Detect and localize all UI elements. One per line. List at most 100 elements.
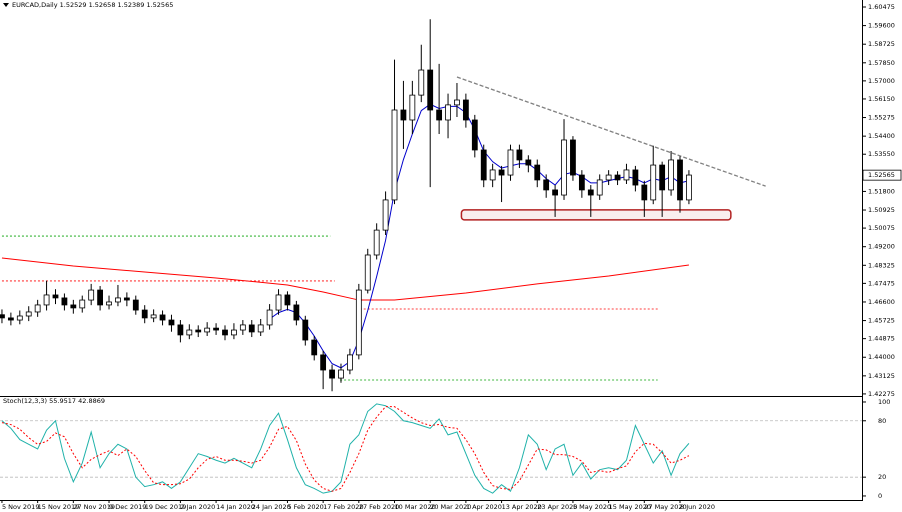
- candle-body: [578, 174, 585, 191]
- candle-body: [471, 119, 478, 151]
- candle-body: [623, 169, 630, 181]
- candle-body: [177, 324, 184, 336]
- y-tick-label: 1.51800: [868, 187, 895, 195]
- x-tick-label: 1 Apr 2020: [466, 503, 502, 511]
- y-tick-label: 1.49200: [868, 243, 895, 251]
- candle-body: [650, 164, 657, 201]
- candle-body: [7, 317, 14, 321]
- candle-body: [436, 109, 443, 121]
- x-tick-label: 5 Feb 2020: [287, 503, 323, 511]
- candle-body: [275, 294, 282, 311]
- y-tick-label: 80: [878, 417, 886, 425]
- y-tick-label: 1.59600: [868, 22, 895, 30]
- y-tick-label: 1.56150: [868, 95, 895, 103]
- candle-body: [507, 149, 514, 176]
- candle-body: [480, 149, 487, 181]
- y-tick-label: 1.44000: [868, 353, 895, 361]
- candle-body: [320, 354, 327, 371]
- candle-body: [454, 99, 460, 106]
- candle-body: [231, 329, 237, 336]
- candle-body: [186, 329, 193, 336]
- y-tick-label: 1.57850: [868, 59, 895, 67]
- y-tick-label: 1.60475: [868, 3, 895, 11]
- candle-body: [364, 254, 371, 291]
- x-tick-label: 27 Nov 2019: [73, 503, 115, 511]
- candle-body: [159, 314, 166, 321]
- candle-body: [311, 339, 318, 356]
- candle-body: [43, 294, 50, 306]
- candle-body: [614, 174, 621, 181]
- x-tick-label: 24 Jan 2020: [252, 503, 291, 511]
- candle-body: [61, 297, 68, 306]
- candle-body: [462, 99, 469, 121]
- candle-body: [543, 179, 550, 191]
- x-tick-label: 19 Dec 2019: [145, 503, 187, 511]
- candle-body: [605, 174, 612, 181]
- candle-body: [284, 294, 291, 306]
- candle-body: [248, 324, 255, 333]
- x-tick-label: 15 Nov 2019: [38, 503, 80, 511]
- y-tick-label: 20: [878, 473, 886, 481]
- candle-body: [222, 329, 228, 336]
- candle-body: [516, 149, 523, 161]
- x-tick-label: 27 Feb 2020: [359, 503, 399, 511]
- candle-body: [88, 289, 95, 301]
- menu-arrow[interactable]: [3, 3, 9, 7]
- candle-body: [525, 159, 532, 166]
- x-tick-label: 27 May 2020: [644, 503, 686, 511]
- candle-body: [302, 319, 309, 341]
- candle-body: [382, 199, 389, 231]
- x-tick-label: 23 Apr 2020: [537, 503, 577, 511]
- candle-body: [373, 229, 380, 256]
- candle-body: [659, 164, 666, 191]
- x-tick-label: 10 Mar 2020: [395, 503, 436, 511]
- y-tick-label: 1.57000: [868, 77, 895, 85]
- y-tick-label: 1.44875: [868, 335, 895, 343]
- candle-body: [52, 294, 59, 299]
- candle-body: [266, 309, 273, 326]
- candle-body: [391, 109, 398, 201]
- x-tick-label: 5 May 2020: [573, 503, 611, 511]
- candle-body: [355, 289, 362, 356]
- x-tick-label: 9 Dec 2019: [109, 503, 146, 511]
- candle-body: [587, 189, 594, 196]
- candle-body: [16, 315, 23, 321]
- y-tick-label: 1.58725: [868, 40, 895, 48]
- candle-body: [552, 189, 558, 196]
- candle-body: [106, 301, 112, 306]
- stoch-line: [1, 403, 690, 494]
- y-tick-label: 1.54400: [868, 132, 895, 140]
- candle-body: [204, 327, 211, 333]
- y-tick-label: 1.45725: [868, 317, 895, 325]
- candle-body: [195, 329, 202, 333]
- moving-average: [1, 257, 689, 301]
- y-tick-label: 1.53550: [868, 150, 895, 158]
- x-tick-label: 17 Feb 2020: [323, 503, 363, 511]
- candle-body: [498, 169, 505, 176]
- y-tick-label: 1.47475: [868, 279, 895, 287]
- x-tick-label: 14 Jan 2020: [216, 503, 255, 511]
- candle-body: [79, 299, 86, 309]
- candle-body: [489, 169, 496, 181]
- candle-body: [150, 314, 157, 319]
- candle-body: [70, 304, 77, 309]
- x-tick-label: 15 May 2020: [609, 503, 651, 511]
- y-tick-label: 1.50075: [868, 224, 895, 232]
- candle-body: [409, 94, 416, 121]
- candle-body: [347, 354, 353, 371]
- x-tick-label: 5 Nov 2019: [2, 503, 40, 511]
- stoch-title: Stoch(12,3,3) 55.9517 42.8869: [3, 397, 105, 405]
- candle-body: [123, 297, 130, 301]
- y-tick-label: 1.50925: [868, 206, 895, 214]
- y-tick-label: 100: [878, 398, 890, 406]
- y-tick-label: 0: [878, 492, 882, 500]
- last-price-tag: [862, 169, 902, 181]
- y-tick-label: 1.48325: [868, 261, 895, 269]
- trend-line: [456, 76, 766, 187]
- candle-body: [445, 104, 451, 121]
- candle-body: [668, 159, 674, 191]
- candle-body: [561, 139, 567, 196]
- candle-body: [25, 311, 32, 317]
- candle-body: [534, 164, 541, 181]
